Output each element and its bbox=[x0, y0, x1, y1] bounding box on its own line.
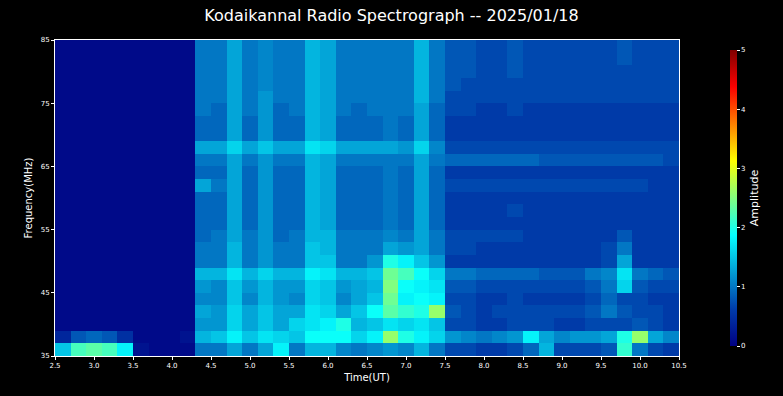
svg-text:10.0: 10.0 bbox=[632, 362, 648, 370]
svg-text:3.0: 3.0 bbox=[88, 362, 99, 370]
svg-text:8.0: 8.0 bbox=[478, 362, 489, 370]
svg-text:9.0: 9.0 bbox=[556, 362, 567, 370]
svg-text:7.5: 7.5 bbox=[439, 362, 450, 370]
svg-text:Frequency(MHz): Frequency(MHz) bbox=[23, 157, 34, 238]
svg-text:9.5: 9.5 bbox=[595, 362, 606, 370]
svg-text:8.5: 8.5 bbox=[517, 362, 528, 370]
svg-text:2: 2 bbox=[741, 224, 745, 232]
svg-text:5.0: 5.0 bbox=[244, 362, 255, 370]
svg-text:Time(UT): Time(UT) bbox=[343, 372, 390, 383]
svg-text:6.5: 6.5 bbox=[361, 362, 372, 370]
svg-text:2.5: 2.5 bbox=[49, 362, 60, 370]
svg-text:Amplitude: Amplitude bbox=[748, 170, 761, 227]
svg-text:75: 75 bbox=[41, 100, 50, 108]
svg-text:4.0: 4.0 bbox=[166, 362, 177, 370]
svg-text:35: 35 bbox=[41, 352, 50, 360]
svg-text:3.5: 3.5 bbox=[127, 362, 138, 370]
svg-text:4: 4 bbox=[741, 106, 746, 114]
svg-text:7.0: 7.0 bbox=[400, 362, 411, 370]
svg-text:55: 55 bbox=[41, 226, 50, 234]
svg-text:1: 1 bbox=[741, 283, 745, 291]
svg-text:10.5: 10.5 bbox=[671, 362, 687, 370]
svg-text:3: 3 bbox=[741, 165, 745, 173]
svg-text:5: 5 bbox=[741, 46, 745, 54]
svg-text:0: 0 bbox=[741, 342, 745, 350]
svg-text:Kodaikannal Radio Spectrograph: Kodaikannal Radio Spectrograph -- 2025/0… bbox=[204, 6, 578, 25]
svg-text:5.5: 5.5 bbox=[283, 362, 294, 370]
svg-text:4.5: 4.5 bbox=[205, 362, 216, 370]
svg-text:65: 65 bbox=[41, 163, 50, 171]
svg-text:45: 45 bbox=[41, 289, 50, 297]
svg-text:6.0: 6.0 bbox=[322, 362, 333, 370]
svg-text:85: 85 bbox=[41, 36, 50, 44]
